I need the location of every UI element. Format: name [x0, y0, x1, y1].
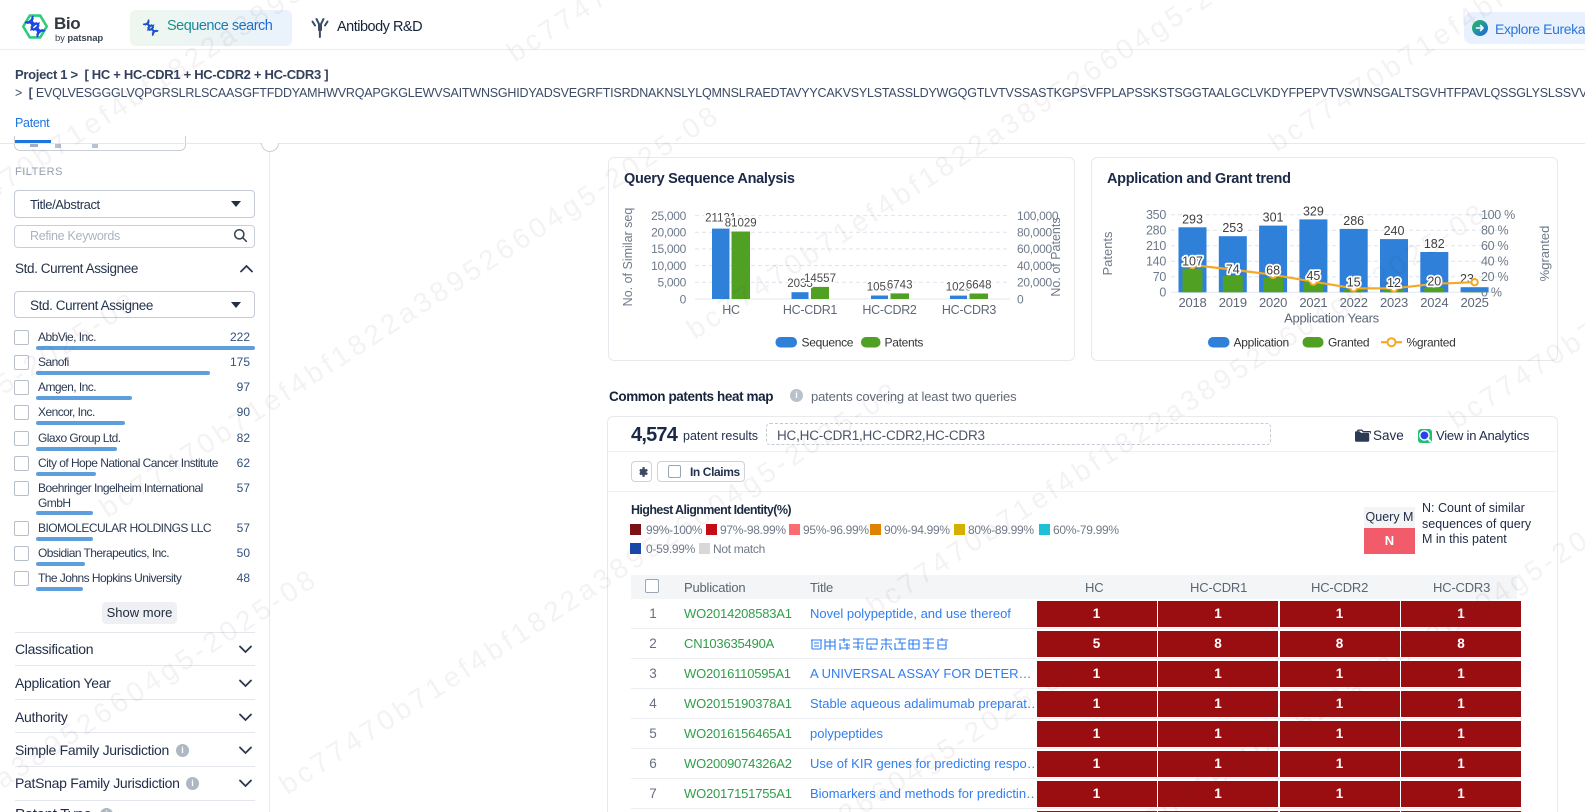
svg-text:40,000: 40,000	[1017, 259, 1053, 273]
svg-text:2023: 2023	[1380, 295, 1408, 310]
svg-text:20: 20	[1427, 274, 1441, 288]
svg-text:210: 210	[1146, 239, 1166, 253]
svg-text:2018: 2018	[1178, 295, 1206, 310]
svg-text:Query Sequence Analysis: Query Sequence Analysis	[624, 171, 795, 187]
svg-text:182: 182	[1424, 237, 1445, 251]
svg-text:329: 329	[1303, 204, 1324, 218]
svg-text:Application: Application	[1234, 336, 1289, 350]
svg-text:100 %: 100 %	[1481, 208, 1515, 222]
svg-text:No. of Patents: No. of Patents	[1049, 217, 1063, 296]
svg-text:2024: 2024	[1420, 295, 1448, 310]
svg-text:2022: 2022	[1340, 295, 1368, 310]
svg-text:253: 253	[1222, 221, 1243, 235]
svg-text:1056: 1056	[867, 282, 893, 294]
svg-text:20 %: 20 %	[1481, 270, 1508, 284]
svg-text:80,000: 80,000	[1017, 226, 1053, 240]
svg-text:2019: 2019	[1219, 295, 1247, 310]
svg-text:6648: 6648	[966, 280, 992, 292]
svg-text:80 %: 80 %	[1481, 224, 1508, 238]
svg-text:20,000: 20,000	[651, 226, 687, 240]
svg-text:100,000: 100,000	[1017, 209, 1059, 223]
svg-text:HC-CDR3: HC-CDR3	[942, 303, 996, 317]
svg-text:HC-CDR2: HC-CDR2	[862, 303, 916, 317]
svg-text:140: 140	[1146, 255, 1166, 269]
svg-text:Patents: Patents	[1100, 231, 1115, 276]
svg-text:286: 286	[1343, 214, 1364, 228]
svg-text:6743: 6743	[887, 279, 913, 291]
svg-text:81029: 81029	[725, 218, 757, 230]
svg-text:15,000: 15,000	[651, 242, 687, 256]
svg-text:14557: 14557	[804, 273, 836, 285]
svg-text:40 %: 40 %	[1481, 255, 1508, 269]
svg-text:2033: 2033	[787, 278, 813, 290]
svg-text:10,000: 10,000	[651, 259, 687, 273]
svg-text:HC: HC	[722, 303, 740, 317]
svg-text:68: 68	[1266, 264, 1280, 278]
svg-text:21131: 21131	[705, 213, 736, 225]
svg-text:25,000: 25,000	[651, 209, 687, 223]
svg-text:12: 12	[1387, 276, 1401, 290]
svg-text:2020: 2020	[1259, 295, 1287, 310]
svg-text:2025: 2025	[1461, 295, 1489, 310]
svg-text:240: 240	[1384, 224, 1405, 238]
svg-text:2021: 2021	[1299, 295, 1327, 310]
svg-text:20,000: 20,000	[1017, 276, 1053, 290]
svg-text:301: 301	[1263, 211, 1284, 225]
svg-text:Patents: Patents	[885, 336, 924, 350]
svg-text:%granted: %granted	[1407, 336, 1456, 350]
svg-text:60,000: 60,000	[1017, 242, 1053, 256]
svg-text:Sequence: Sequence	[802, 336, 854, 350]
svg-text:1026: 1026	[946, 282, 972, 294]
svg-text:%granted: %granted	[1537, 226, 1552, 282]
svg-text:HC-CDR1: HC-CDR1	[783, 303, 837, 317]
svg-text:60 %: 60 %	[1481, 239, 1508, 253]
svg-text:350: 350	[1146, 208, 1166, 222]
svg-text:107: 107	[1182, 255, 1203, 269]
svg-text:Granted: Granted	[1328, 336, 1369, 350]
svg-text:5,000: 5,000	[657, 276, 686, 290]
svg-text:0: 0	[1017, 292, 1024, 306]
svg-text:15: 15	[1347, 276, 1361, 290]
svg-text:No. of Similar seq: No. of Similar seq	[621, 208, 635, 307]
svg-text:45: 45	[1306, 269, 1320, 283]
svg-text:70: 70	[1153, 270, 1167, 284]
svg-text:74: 74	[1226, 262, 1240, 276]
svg-text:0: 0	[680, 292, 687, 306]
svg-text:0: 0	[1159, 286, 1166, 300]
svg-text:Application Years: Application Years	[1284, 311, 1379, 326]
svg-text:280: 280	[1146, 224, 1166, 238]
svg-text:293: 293	[1182, 212, 1203, 226]
svg-text:Application and Grant trend: Application and Grant trend	[1107, 171, 1291, 187]
